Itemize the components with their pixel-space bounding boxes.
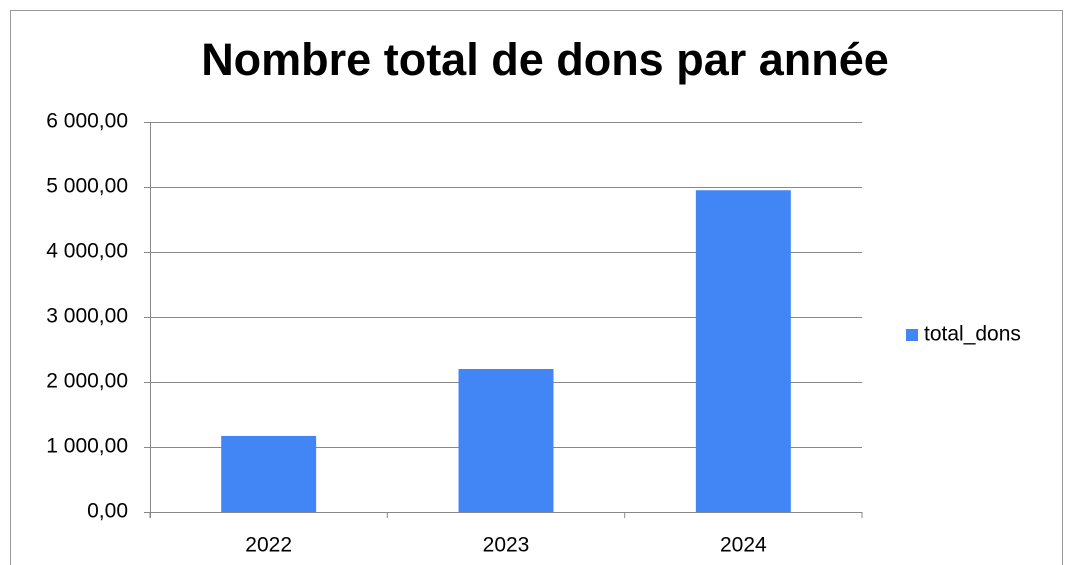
y-tick-label: 5 000,00 <box>46 175 128 198</box>
x-tick-label: 2023 <box>483 534 530 557</box>
legend-swatch <box>906 329 918 341</box>
bar <box>458 369 554 512</box>
x-tick-label: 2022 <box>245 534 292 557</box>
chart-title: Nombre total de dons par année <box>201 34 889 85</box>
y-tick-label: 2 000,00 <box>46 370 128 393</box>
bar <box>695 190 791 512</box>
y-tick-label: 3 000,00 <box>46 305 128 328</box>
y-tick-label: 6 000,00 <box>46 110 128 133</box>
x-tick-label: 2024 <box>720 534 767 557</box>
legend-label: total_dons <box>924 323 1021 346</box>
y-tick-label: 1 000,00 <box>46 435 128 458</box>
y-tick-label: 4 000,00 <box>46 240 128 263</box>
bar <box>221 435 317 512</box>
y-tick-label: 0,00 <box>87 500 128 523</box>
